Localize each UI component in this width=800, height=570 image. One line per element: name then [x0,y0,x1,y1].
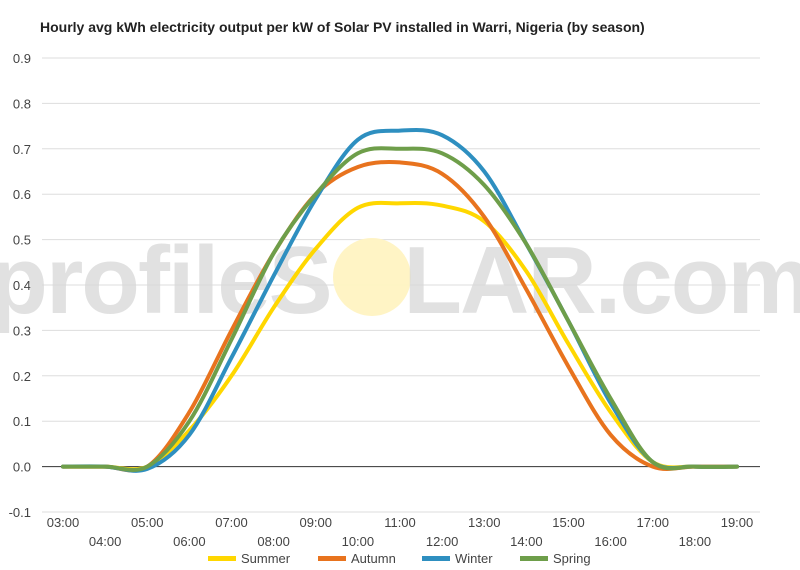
x-tick-label: 08:00 [257,534,290,549]
legend-swatch [318,556,346,561]
y-tick-label: 0.3 [13,323,31,338]
legend-item-winter: Winter [422,551,493,566]
y-tick-label: 0.4 [13,278,31,293]
chart-title: Hourly avg kWh electricity output per kW… [40,19,645,35]
legend-label: Summer [241,551,291,566]
x-tick-label: 19:00 [721,515,754,530]
x-tick-label: 03:00 [47,515,80,530]
x-tick-label: 13:00 [468,515,501,530]
y-tick-label: 0.5 [13,233,31,248]
legend-label: Autumn [351,551,396,566]
series-line-winter [61,127,739,473]
x-tick-label: 11:00 [384,515,416,530]
series-line-spring [61,146,739,472]
x-tick-label: 17:00 [636,515,669,530]
x-tick-label: 07:00 [215,515,248,530]
y-tick-label: 0.0 [13,460,31,475]
x-tick-label: 06:00 [173,534,206,549]
watermark: profileSOLAR.com [0,227,800,334]
legend-swatch [520,556,548,561]
x-tick-label: 16:00 [594,534,627,549]
series-line-summer [61,200,739,472]
y-tick-label: 0.2 [13,369,31,384]
legend-swatch [422,556,450,561]
x-tick-label: 09:00 [299,515,332,530]
y-tick-label: 0.1 [13,414,31,429]
watermark-sun [333,238,411,316]
legend-item-summer: Summer [208,551,291,566]
x-tick-label: 10:00 [342,534,375,549]
y-tick-label: -0.1 [9,505,31,520]
legend-item-autumn: Autumn [318,551,396,566]
y-tick-label: 0.6 [13,187,31,202]
legend-swatch [208,556,236,561]
legend-label: Spring [553,551,591,566]
y-tick-label: 0.8 [13,96,31,111]
x-tick-label: 05:00 [131,515,164,530]
series-line-autumn [61,159,739,473]
x-tick-label: 15:00 [552,515,585,530]
legend-item-spring: Spring [520,551,591,566]
x-tick-label: 14:00 [510,534,543,549]
x-tick-label: 04:00 [89,534,122,549]
y-tick-label: 0.9 [13,51,31,66]
x-tick-label: 18:00 [679,534,712,549]
x-tick-label: 12:00 [426,534,459,549]
y-tick-label: 0.7 [13,142,31,157]
legend-label: Winter [455,551,493,566]
